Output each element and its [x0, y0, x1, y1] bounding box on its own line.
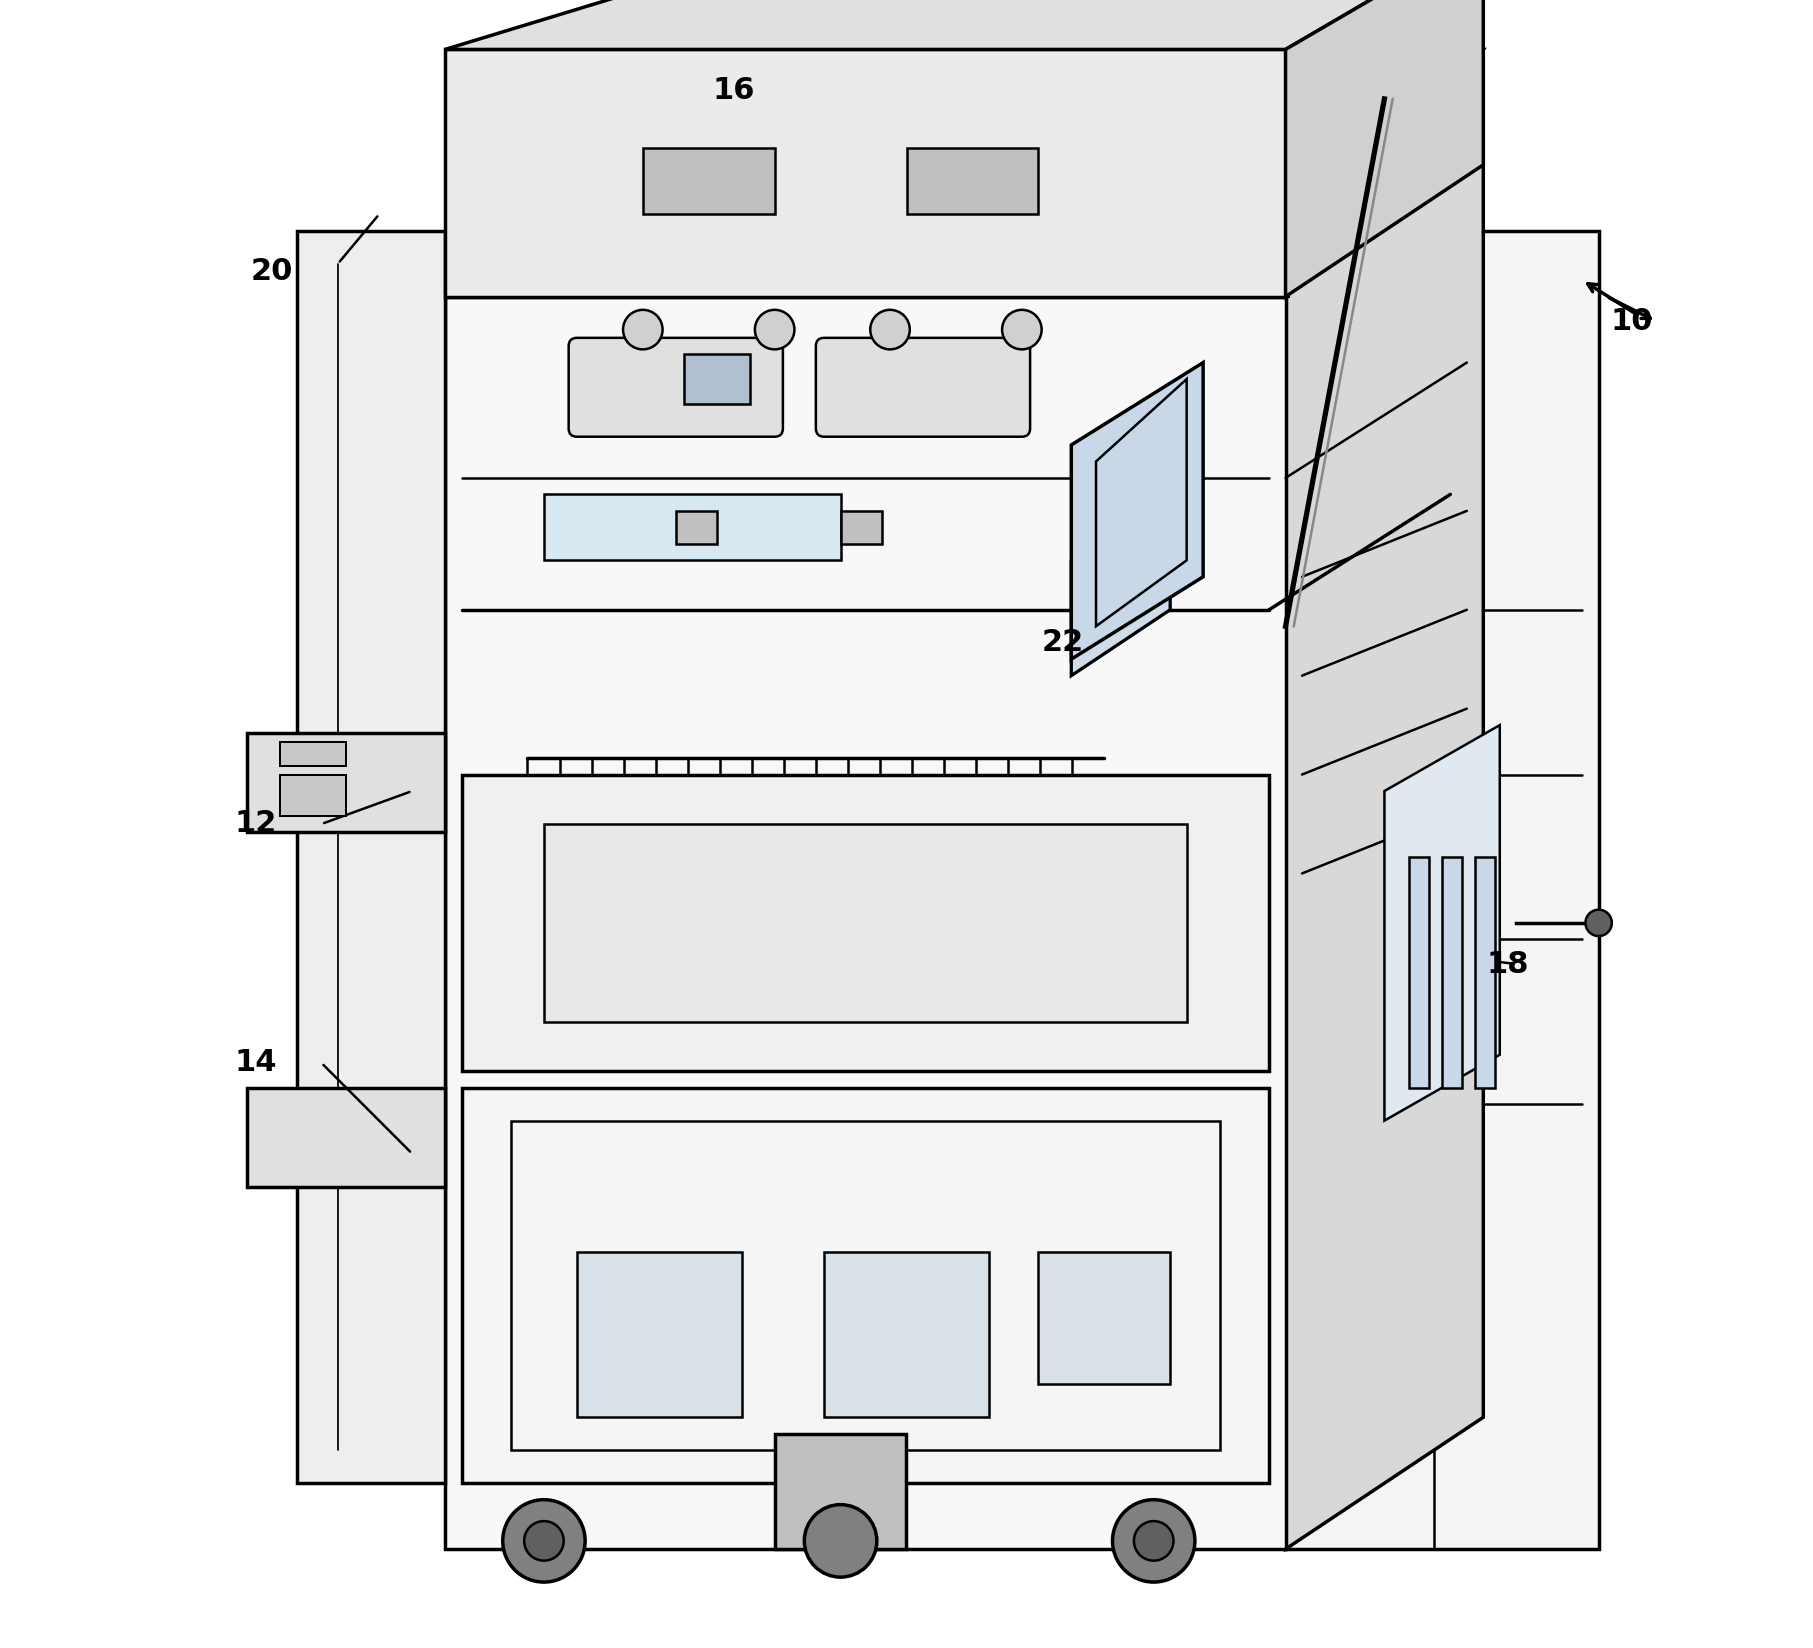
Bar	[1476, 857, 1496, 1088]
FancyBboxPatch shape	[816, 338, 1030, 437]
Polygon shape	[1385, 725, 1499, 1121]
Polygon shape	[1071, 494, 1169, 676]
Bar	[544, 824, 1188, 1022]
Text: 12: 12	[234, 809, 277, 839]
Bar	[281, 775, 346, 816]
Text: 22: 22	[1042, 628, 1084, 658]
Text: 16: 16	[713, 76, 754, 105]
Bar	[577, 1252, 742, 1417]
Bar	[462, 1088, 1269, 1483]
Text: 18: 18	[1487, 949, 1530, 979]
Circle shape	[1113, 1500, 1195, 1582]
Polygon shape	[444, 49, 1483, 297]
Circle shape	[754, 310, 794, 349]
Polygon shape	[444, 49, 1285, 297]
Circle shape	[870, 310, 910, 349]
Polygon shape	[444, 0, 1483, 49]
Bar	[511, 1121, 1220, 1450]
Bar	[644, 148, 774, 214]
Text: 14: 14	[234, 1048, 277, 1078]
Circle shape	[1003, 310, 1042, 349]
Polygon shape	[1071, 363, 1204, 659]
Text: 20: 20	[250, 257, 294, 287]
Bar	[281, 742, 346, 766]
FancyBboxPatch shape	[569, 338, 783, 437]
Text: 10: 10	[1610, 307, 1653, 336]
Polygon shape	[247, 733, 444, 832]
Bar	[774, 1434, 906, 1549]
Circle shape	[1586, 910, 1612, 936]
Bar	[462, 775, 1269, 1071]
Polygon shape	[1285, 49, 1483, 1549]
Bar	[544, 494, 841, 560]
Bar	[1039, 1252, 1169, 1384]
Circle shape	[624, 310, 662, 349]
Circle shape	[1133, 1521, 1173, 1561]
Bar	[1441, 857, 1461, 1088]
Polygon shape	[1285, 231, 1599, 1549]
Bar	[676, 511, 716, 544]
Bar	[906, 148, 1039, 214]
Polygon shape	[1285, 0, 1483, 297]
Bar	[684, 354, 751, 404]
Polygon shape	[247, 1088, 444, 1187]
Polygon shape	[444, 297, 1285, 1549]
Circle shape	[524, 1521, 564, 1561]
Bar	[841, 511, 881, 544]
Polygon shape	[297, 231, 444, 1483]
Bar	[825, 1252, 988, 1417]
Circle shape	[502, 1500, 586, 1582]
Circle shape	[805, 1505, 877, 1577]
Bar	[1409, 857, 1429, 1088]
